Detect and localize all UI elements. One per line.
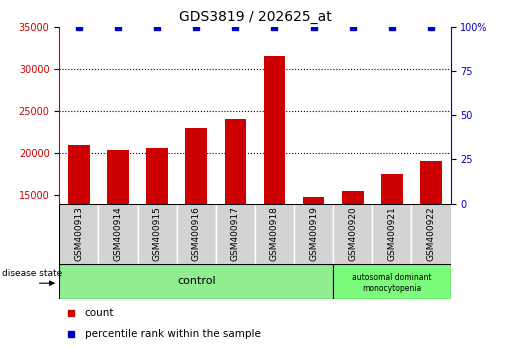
Bar — [146, 148, 168, 204]
Bar — [264, 56, 285, 204]
Bar — [381, 174, 403, 204]
Bar — [59, 264, 333, 299]
Bar — [342, 191, 364, 204]
Bar — [333, 204, 372, 264]
Text: GSM400920: GSM400920 — [348, 206, 357, 261]
Text: GSM400914: GSM400914 — [113, 206, 123, 261]
Bar — [303, 197, 324, 204]
Bar — [185, 128, 207, 204]
Bar — [294, 204, 333, 264]
Text: GSM400918: GSM400918 — [270, 206, 279, 261]
Text: GSM400919: GSM400919 — [309, 206, 318, 261]
Bar — [255, 204, 294, 264]
Bar — [225, 119, 246, 204]
Bar — [177, 204, 216, 264]
Bar — [420, 161, 442, 204]
Bar — [98, 204, 138, 264]
Text: GSM400913: GSM400913 — [74, 206, 83, 261]
Bar — [59, 204, 98, 264]
Bar — [138, 204, 177, 264]
Title: GDS3819 / 202625_at: GDS3819 / 202625_at — [179, 10, 331, 24]
Bar — [107, 150, 129, 204]
Text: count: count — [84, 308, 114, 318]
Text: GSM400917: GSM400917 — [231, 206, 240, 261]
Text: autosomal dominant
monocytopenia: autosomal dominant monocytopenia — [352, 273, 432, 293]
Text: percentile rank within the sample: percentile rank within the sample — [84, 329, 261, 338]
Text: GSM400916: GSM400916 — [192, 206, 201, 261]
Bar — [216, 204, 255, 264]
Text: GSM400921: GSM400921 — [387, 206, 397, 261]
Text: GSM400922: GSM400922 — [426, 206, 436, 261]
Bar — [411, 204, 451, 264]
Bar — [68, 144, 90, 204]
Text: disease state: disease state — [3, 269, 63, 278]
Bar — [333, 264, 451, 299]
Text: GSM400915: GSM400915 — [152, 206, 162, 261]
Bar — [372, 204, 411, 264]
Text: control: control — [177, 276, 215, 286]
